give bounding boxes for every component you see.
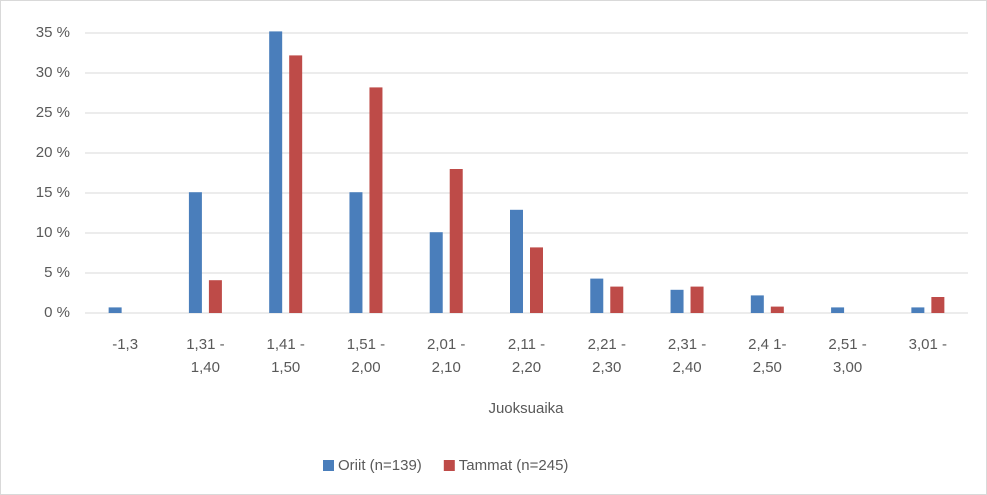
- bar: [510, 209, 523, 313]
- legend-swatch: [443, 460, 455, 471]
- bar: [770, 306, 784, 313]
- bar: [429, 232, 443, 313]
- x-tick-label: 2,51 -3,00: [828, 336, 866, 376]
- bar: [931, 297, 945, 313]
- bar: [911, 307, 925, 313]
- x-axis-title: Juoksuaika: [488, 400, 564, 417]
- bar: [108, 307, 122, 313]
- legend-swatch: [323, 460, 334, 471]
- x-tick-label: 2,4 1-2,50: [748, 336, 786, 376]
- x-tick-label: 2,31 -2,40: [668, 336, 706, 376]
- x-tick-label: 1,51 -2,00: [347, 336, 385, 376]
- legend-label: Tammat (n=245): [459, 457, 569, 474]
- x-tick-label: 1,41 -1,50: [267, 336, 305, 376]
- bar: [670, 289, 684, 313]
- x-tick-label: 2,01 -2,10: [427, 336, 465, 376]
- y-tick-label: 0 %: [44, 304, 70, 321]
- y-tick-label: 25 %: [36, 104, 70, 121]
- bar: [349, 192, 363, 313]
- y-tick-label: 20 %: [36, 144, 70, 161]
- bar: [610, 286, 624, 313]
- legend-label: Oriit (n=139): [338, 457, 422, 474]
- bar: [831, 307, 845, 313]
- bar: [208, 280, 222, 313]
- y-tick-label: 5 %: [44, 264, 70, 281]
- y-tick-label: 35 %: [36, 24, 70, 41]
- x-tick-label: 2,21 -2,30: [588, 336, 626, 376]
- bar: [188, 192, 202, 313]
- y-tick-label: 15 %: [36, 184, 70, 201]
- bar: [269, 31, 283, 314]
- bar: [690, 286, 704, 313]
- x-tick-label: 1,31 -1,40: [186, 336, 224, 376]
- bar: [530, 247, 543, 313]
- bar: [750, 295, 764, 313]
- y-tick-label: 10 %: [36, 224, 70, 241]
- bar: [590, 278, 604, 313]
- x-tick-label: 2,11 -2,20: [508, 336, 545, 376]
- x-tick-label: 3,01 -: [909, 336, 947, 353]
- bar: [449, 169, 463, 313]
- x-tick-label: -1,3: [112, 336, 138, 353]
- bar: [289, 55, 303, 314]
- y-tick-label: 30 %: [36, 64, 70, 81]
- bar: [369, 87, 383, 314]
